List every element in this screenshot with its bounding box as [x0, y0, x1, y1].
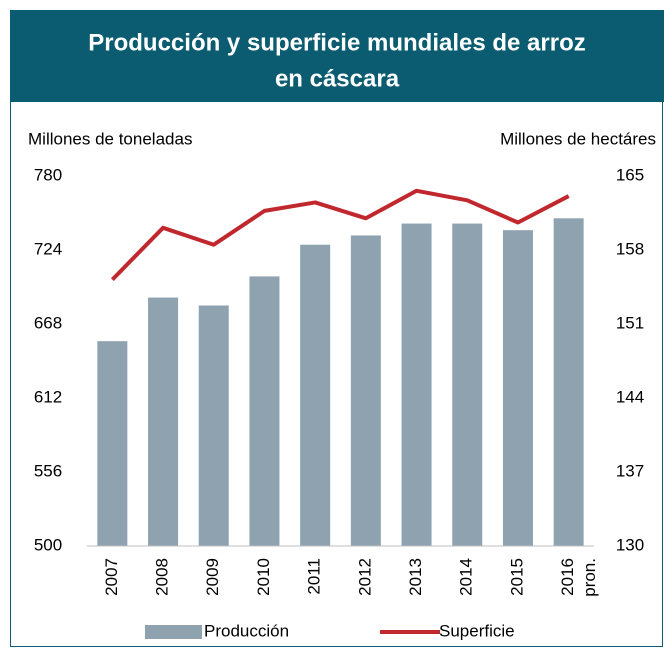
- x-tick-label: 2016: [558, 558, 577, 596]
- x-tick-label: 2015: [507, 558, 526, 596]
- x-tick-label: 2007: [102, 558, 121, 596]
- y-tick-label: 780: [34, 165, 62, 184]
- y2-tick-label: 137: [616, 461, 644, 480]
- legend-label: Producción: [204, 621, 289, 640]
- bar: [553, 218, 584, 547]
- x-note: pron.: [580, 558, 599, 597]
- x-tick-label: 2013: [406, 558, 425, 596]
- x-tick-label: 2010: [254, 558, 273, 596]
- x-tick-label: 2011: [305, 558, 324, 595]
- bar: [300, 244, 331, 546]
- bar: [97, 341, 128, 546]
- y-tick-label: 724: [34, 239, 62, 258]
- legend-swatch: [145, 625, 202, 639]
- line: [110, 188, 570, 281]
- y-tick-label: 500: [34, 535, 62, 554]
- x-tick-label: 2008: [153, 558, 172, 596]
- bar: [198, 305, 229, 546]
- bar: [502, 230, 533, 546]
- y2-tick-label: 144: [616, 387, 644, 406]
- y2-tick-label: 130: [616, 535, 644, 554]
- bar: [249, 276, 280, 546]
- y2-tick-label: 158: [616, 239, 644, 258]
- y2-tick-label: 151: [616, 313, 644, 332]
- bar: [148, 297, 179, 546]
- header: [10, 10, 664, 102]
- y-tick-label: 612: [34, 387, 62, 406]
- chart-title: en cáscara: [275, 65, 400, 92]
- bar: [401, 223, 432, 547]
- y-axis-label: Millones de toneladas: [28, 129, 192, 148]
- bar: [350, 235, 381, 546]
- y-tick-label: 668: [34, 313, 62, 332]
- x-tick-label: 2014: [457, 558, 476, 596]
- y2-tick-label: 165: [616, 165, 644, 184]
- y2-axis-label: Millones de hectáres: [500, 129, 656, 148]
- legend-label: Superficie: [439, 621, 515, 640]
- y-tick-label: 556: [34, 461, 62, 480]
- x-tick-label: 2009: [203, 558, 222, 596]
- chart-title: Producción y superficie mundiales de arr…: [88, 29, 585, 56]
- x-tick-label: 2012: [355, 558, 374, 596]
- bar: [452, 223, 483, 547]
